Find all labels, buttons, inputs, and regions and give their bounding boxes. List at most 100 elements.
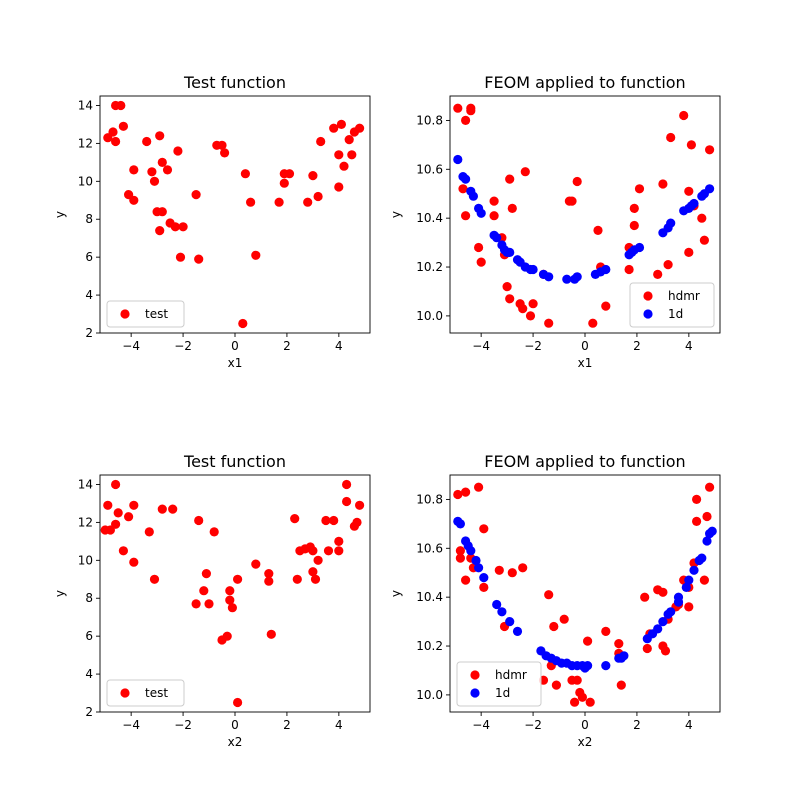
data-point-test xyxy=(321,515,331,526)
data-point-test xyxy=(355,500,365,510)
data-point-test xyxy=(292,574,302,584)
data-point-1d xyxy=(466,546,476,556)
legend-label: test xyxy=(145,307,168,321)
y-tick-label: 6 xyxy=(85,629,93,643)
data-point-test xyxy=(233,574,243,584)
data-point-test xyxy=(220,148,230,158)
data-point-test xyxy=(116,100,126,111)
x-tick-label: 2 xyxy=(283,339,291,353)
data-point-hdmr xyxy=(666,132,676,143)
legend-marker xyxy=(470,688,480,698)
data-point-test xyxy=(238,318,248,329)
data-point-test xyxy=(129,195,139,205)
data-point-1d xyxy=(497,607,507,617)
data-point-hdmr xyxy=(577,692,588,702)
data-point-1d xyxy=(562,274,572,284)
x-tick-label: −4 xyxy=(122,339,140,353)
legend: hdmr 1d xyxy=(629,282,715,328)
data-point-1d xyxy=(702,536,712,546)
data-point-1d xyxy=(697,553,707,563)
data-point-hdmr xyxy=(502,282,512,292)
data-point-test xyxy=(157,157,167,167)
chart-title: Test function xyxy=(183,73,286,92)
data-point-hdmr xyxy=(705,145,715,155)
data-point-test xyxy=(129,557,139,567)
x-tick-label: 0 xyxy=(581,718,589,732)
y-tick-label: 10.6 xyxy=(416,541,443,555)
data-point-test xyxy=(175,252,186,262)
data-point-test xyxy=(194,515,204,526)
data-point-test xyxy=(157,504,167,514)
data-point-test xyxy=(266,629,276,639)
data-point-hdmr xyxy=(505,174,515,184)
legend-label: 1d xyxy=(495,686,510,700)
plot-area xyxy=(453,103,715,328)
x-tick-label: 4 xyxy=(335,718,343,732)
data-point-hdmr xyxy=(634,184,645,194)
data-point-hdmr xyxy=(614,639,624,649)
data-point-hdmr xyxy=(520,167,530,177)
data-point-test xyxy=(129,165,139,175)
y-tick-label: 10.4 xyxy=(416,590,443,604)
data-point-test xyxy=(310,574,321,584)
data-point-test xyxy=(329,123,339,133)
legend: test xyxy=(106,679,185,707)
data-point-test xyxy=(144,527,154,537)
data-point-hdmr xyxy=(518,304,528,314)
data-point-hdmr xyxy=(658,587,668,597)
data-point-hdmr xyxy=(629,220,639,231)
x-axis-label: x1 xyxy=(228,356,243,370)
y-tick-label: 2 xyxy=(85,705,93,719)
plot-area xyxy=(453,482,717,707)
data-point-hdmr xyxy=(583,636,593,646)
data-point-hdmr xyxy=(570,697,580,707)
data-point-test xyxy=(329,515,339,526)
data-point-test xyxy=(334,182,344,192)
data-point-1d xyxy=(544,272,554,282)
data-point-hdmr xyxy=(505,294,515,304)
x-tick-label: 2 xyxy=(633,339,641,353)
y-tick-label: 8 xyxy=(85,591,93,605)
x-tick-label: −2 xyxy=(174,718,192,732)
data-point-test xyxy=(168,504,178,514)
y-tick-label: 12 xyxy=(78,136,93,150)
data-point-1d xyxy=(601,661,611,671)
data-point-hdmr xyxy=(507,568,517,578)
subplot-1: Test function −4 −2 0 2 4 2 4 6 8 10 12 14 x1 y test xyxy=(53,73,371,370)
x-tick-label: 0 xyxy=(581,339,589,353)
data-point-test xyxy=(308,567,318,577)
data-point-test xyxy=(149,176,160,186)
data-point-1d xyxy=(474,563,484,573)
data-point-1d xyxy=(666,218,676,228)
data-point-hdmr xyxy=(551,680,562,690)
data-point-hdmr xyxy=(663,260,673,270)
data-point-test xyxy=(217,140,227,150)
y-tick-label: 14 xyxy=(78,98,93,112)
data-point-1d xyxy=(492,233,502,243)
data-point-1d xyxy=(461,174,471,184)
data-point-hdmr xyxy=(453,103,463,113)
data-point-hdmr xyxy=(705,482,715,492)
data-point-1d xyxy=(572,272,582,282)
y-tick-label: 10.8 xyxy=(416,113,443,127)
data-point-test xyxy=(342,496,352,507)
y-tick-label: 8 xyxy=(85,212,93,226)
data-point-test xyxy=(233,697,243,708)
data-point-hdmr xyxy=(686,140,697,150)
y-tick-label: 10.8 xyxy=(416,492,443,506)
data-point-hdmr xyxy=(699,575,710,585)
data-point-1d xyxy=(453,154,463,165)
data-point-hdmr xyxy=(692,516,702,527)
data-point-hdmr xyxy=(572,176,582,187)
data-point-hdmr xyxy=(466,103,476,113)
x-tick-label: 0 xyxy=(231,718,239,732)
data-point-test xyxy=(155,226,165,236)
data-point-hdmr xyxy=(479,582,489,593)
data-point-test xyxy=(142,136,152,147)
data-point-test xyxy=(113,508,123,518)
x-axis-label: x2 xyxy=(228,735,243,749)
legend-label: hdmr xyxy=(668,289,700,303)
data-point-test xyxy=(209,527,219,537)
data-point-hdmr xyxy=(479,524,489,534)
data-point-hdmr xyxy=(455,553,465,563)
